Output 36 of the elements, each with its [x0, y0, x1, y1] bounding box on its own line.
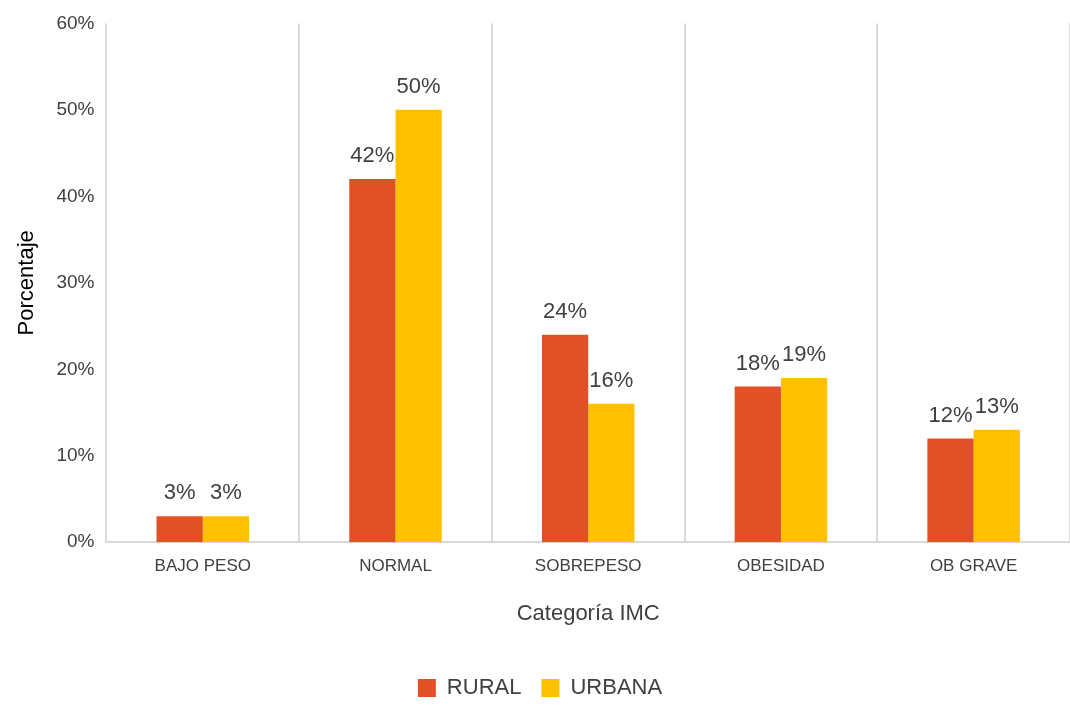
- bar: [973, 429, 1020, 543]
- data-label: 50%: [396, 72, 441, 98]
- y-tick-label: 50%: [56, 98, 95, 120]
- x-axis-title: Categoría IMC: [516, 599, 660, 625]
- y-tick-label: 10%: [56, 443, 95, 465]
- data-label: 3%: [210, 479, 242, 505]
- legend-label: URBANA: [570, 674, 663, 700]
- x-tick-label: NORMAL: [359, 556, 432, 576]
- data-label: 12%: [928, 401, 973, 427]
- y-tick-label: 60%: [56, 11, 95, 33]
- y-tick-label: 20%: [56, 357, 95, 379]
- y-tick-label: 0%: [66, 530, 95, 552]
- bar: [349, 179, 396, 543]
- legend-label: RURAL: [446, 674, 522, 700]
- data-label: 42%: [350, 142, 395, 168]
- y-tick-label: 40%: [56, 184, 95, 206]
- data-label: 3%: [163, 479, 196, 505]
- bar: [156, 516, 203, 543]
- x-tick-label: SOBREPESO: [534, 556, 642, 576]
- y-tick-label: 30%: [56, 271, 95, 293]
- data-label: 24%: [543, 297, 588, 323]
- bar: [780, 377, 828, 543]
- x-tick-label: OBESIDAD: [737, 556, 825, 576]
- data-label: 18%: [735, 349, 780, 375]
- data-label: 13%: [974, 392, 1019, 418]
- x-tick-label: BAJO PESO: [154, 556, 251, 576]
- bar: [395, 109, 442, 543]
- y-axis-title: Porcentaje: [13, 230, 39, 336]
- bar: [588, 403, 635, 543]
- bar: [202, 516, 250, 543]
- data-label: 16%: [589, 366, 634, 392]
- x-tick-label: OB GRAVE: [929, 556, 1018, 576]
- bar: [927, 438, 974, 543]
- data-label: 19%: [782, 340, 827, 366]
- bar: [541, 334, 589, 543]
- bar: [734, 386, 781, 543]
